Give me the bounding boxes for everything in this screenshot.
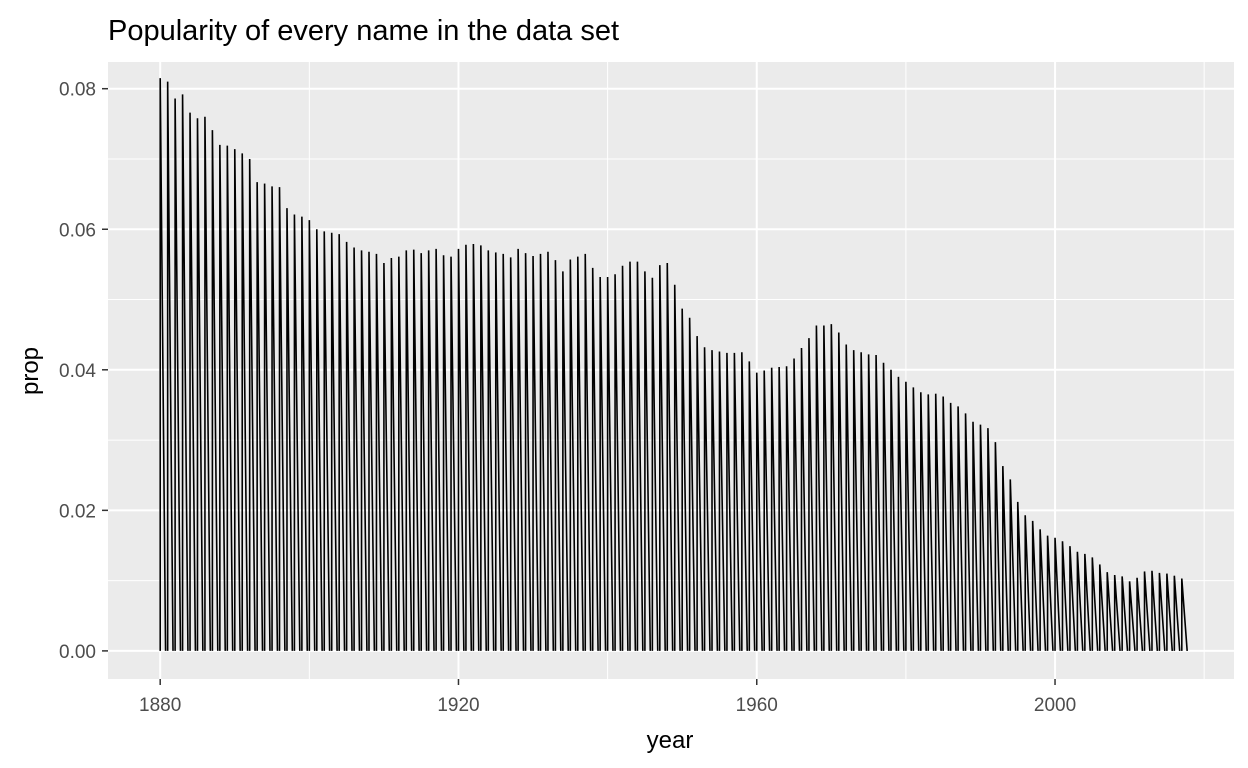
series-line xyxy=(159,78,1188,651)
x-tick-label: 2000 xyxy=(1034,695,1076,716)
y-axis: 0.00 0.02 0.04 0.06 0.08 xyxy=(59,80,108,663)
series-layer xyxy=(159,78,1188,651)
chart-title: Popularity of every name in the data set xyxy=(108,15,619,47)
y-axis-label: prop xyxy=(17,347,44,395)
x-axis: 1880 1920 1960 2000 xyxy=(139,679,1076,716)
y-tick-label: 0.06 xyxy=(59,220,96,241)
x-axis-label: year xyxy=(647,727,694,754)
y-tick-label: 0.00 xyxy=(59,642,96,663)
x-tick-label: 1960 xyxy=(736,695,778,716)
y-tick-label: 0.04 xyxy=(59,361,96,382)
x-tick-label: 1920 xyxy=(437,695,479,716)
x-tick-label: 1880 xyxy=(139,695,181,716)
y-tick-label: 0.08 xyxy=(59,80,96,101)
y-tick-label: 0.02 xyxy=(59,501,96,522)
